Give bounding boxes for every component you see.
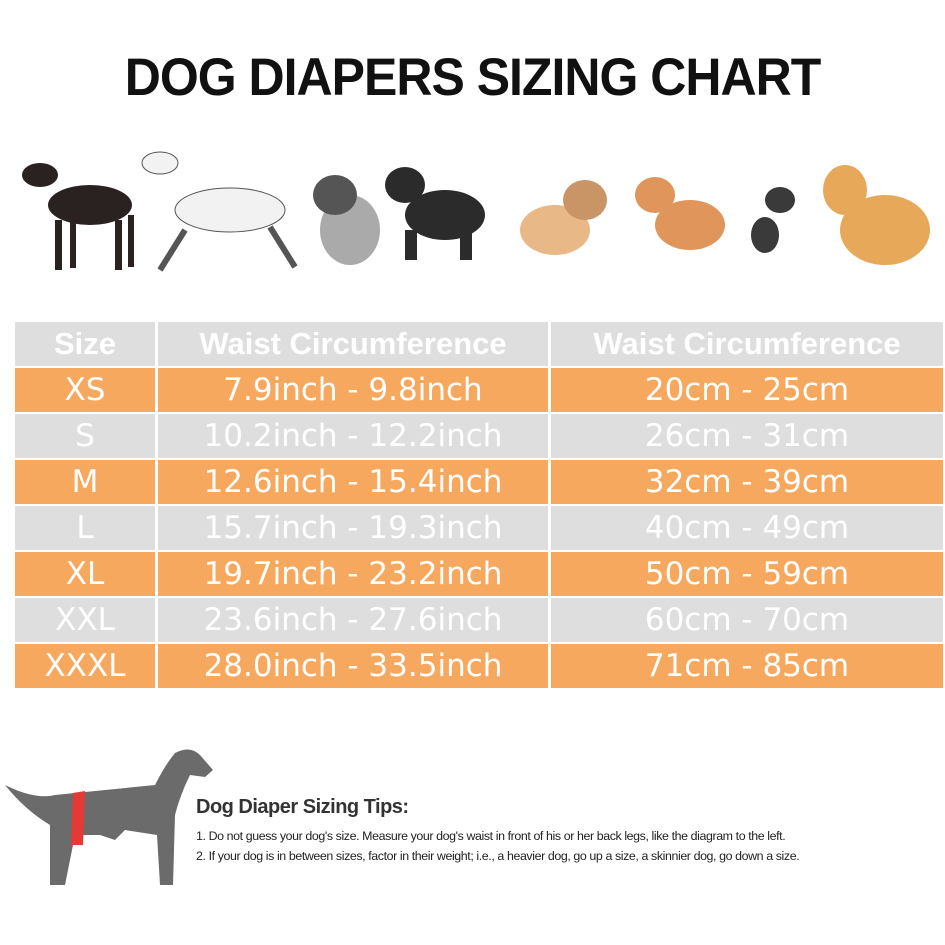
sizing-tips: Dog Diaper Sizing Tips: 1. Do not guess … (196, 796, 800, 869)
dog-illustrations (22, 151, 930, 272)
size-cell: XXL (15, 598, 155, 642)
dalmatian-icon (141, 151, 298, 272)
schnauzer-icon (385, 167, 485, 260)
table-row: XXL 23.6inch - 27.6inch 60cm - 70cm (15, 598, 943, 644)
waist-inch-cell: 23.6inch - 27.6inch (158, 598, 548, 642)
size-cell: M (15, 460, 155, 504)
size-cell: L (15, 506, 155, 550)
sizing-table: Size Waist Circumference Waist Circumfer… (15, 322, 943, 690)
table-row: XL 19.7inch - 23.2inch 50cm - 59cm (15, 552, 943, 598)
size-cell: XS (15, 368, 155, 412)
page-title: DOG DIAPERS SIZING CHART (124, 47, 821, 107)
waist-inch-cell: 7.9inch - 9.8inch (158, 368, 548, 412)
header-waist-inch: Waist Circumference (158, 322, 548, 366)
tip-item: 2. If your dog is in between sizes, fact… (196, 849, 800, 863)
waist-inch-cell: 12.6inch - 15.4inch (158, 460, 548, 504)
tips-heading: Dog Diaper Sizing Tips: (196, 796, 409, 818)
table-row: M 12.6inch - 15.4inch 32cm - 39cm (15, 460, 943, 506)
table-header-row: Size Waist Circumference Waist Circumfer… (15, 322, 943, 368)
doberman-icon (22, 163, 134, 270)
waist-strap-icon (71, 791, 85, 845)
mastiff-icon (313, 175, 380, 265)
header-size: Size (15, 322, 155, 366)
table-row: S 10.2inch - 12.2inch 26cm - 31cm (15, 414, 943, 460)
waist-cm-cell: 32cm - 39cm (551, 460, 943, 504)
waist-cm-cell: 60cm - 70cm (551, 598, 943, 642)
waist-cm-cell: 40cm - 49cm (551, 506, 943, 550)
waist-cm-cell: 26cm - 31cm (551, 414, 943, 458)
waist-inch-cell: 19.7inch - 23.2inch (158, 552, 548, 596)
header-waist-cm: Waist Circumference (551, 322, 943, 366)
dog-measurement-diagram (5, 749, 213, 885)
waist-cm-cell: 50cm - 59cm (551, 552, 943, 596)
waist-inch-cell: 28.0inch - 33.5inch (158, 644, 548, 688)
size-cell: XL (15, 552, 155, 596)
golden-retriever-icon (823, 165, 930, 265)
waist-cm-cell: 20cm - 25cm (551, 368, 943, 412)
table-row: L 15.7inch - 19.3inch 40cm - 49cm (15, 506, 943, 552)
size-cell: S (15, 414, 155, 458)
size-cell: XXXL (15, 644, 155, 688)
waist-inch-cell: 15.7inch - 19.3inch (158, 506, 548, 550)
chihuahua-icon (751, 187, 795, 253)
dog-silhouette-icon (5, 749, 213, 885)
pug-icon (520, 180, 607, 255)
tip-item: 1. Do not guess your dog's size. Measure… (196, 829, 786, 843)
waist-inch-cell: 10.2inch - 12.2inch (158, 414, 548, 458)
waist-cm-cell: 71cm - 85cm (551, 644, 943, 688)
table-row: XS 7.9inch - 9.8inch 20cm - 25cm (15, 368, 943, 414)
table-row: XXXL 28.0inch - 33.5inch 71cm - 85cm (15, 644, 943, 690)
shiba-inu-icon (635, 177, 725, 250)
